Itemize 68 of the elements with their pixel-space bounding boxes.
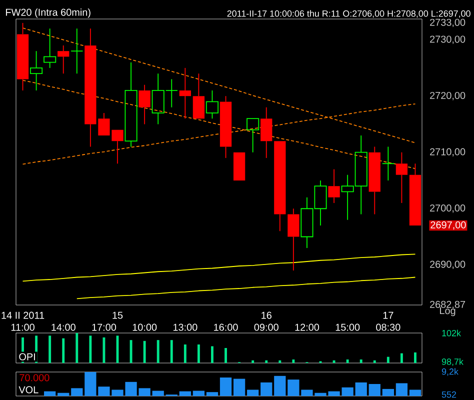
x-tick-label: 14:00 (52, 324, 76, 331)
text: VOL (18, 386, 38, 394)
x-tick-label: 17 08:30 (376, 312, 400, 331)
bar (274, 376, 286, 396)
bar (206, 392, 218, 396)
candlestick (44, 28, 56, 68)
x-tick-label: 16:00 (214, 324, 238, 331)
x-tick-label: 17:00 (92, 324, 116, 331)
bar (247, 390, 259, 396)
bar (368, 384, 380, 396)
y-tick-label: 98,7k (442, 358, 464, 366)
line-series (76, 276, 416, 300)
text: Log (440, 307, 456, 316)
y-tick-label: 102k (442, 330, 461, 336)
candlestick (396, 152, 408, 204)
bar (71, 388, 83, 396)
bar (260, 382, 272, 396)
x-tick-label: 12:00 (295, 324, 320, 331)
candlestick (30, 50, 43, 91)
candlestick (328, 168, 340, 204)
candlestick (58, 44, 70, 74)
x-tick-label: 13:00 (173, 324, 198, 331)
candlestick (288, 208, 300, 271)
y-tick-label: 2682,87 (430, 300, 466, 310)
y-tick-label: 2710,00 (430, 148, 466, 156)
bar (396, 383, 408, 396)
candlestick (16, 22, 29, 91)
candlestick (274, 141, 286, 232)
candlestick (124, 62, 138, 148)
x-tick-label: 14 II 2011 11:00 (2, 312, 44, 331)
candlestick (138, 84, 150, 125)
x-tick-label: 15 (112, 312, 123, 319)
y-tick-label: 2697,00 (430, 221, 466, 230)
y-tick-label: 2720,00 (430, 92, 466, 100)
y-tick-label: 2690,00 (430, 260, 466, 270)
bar (192, 390, 205, 396)
bar (44, 391, 56, 396)
line-series (22, 254, 416, 282)
text: OPI (19, 353, 35, 360)
candlestick (192, 73, 205, 119)
candlestick (70, 28, 84, 74)
bar (152, 390, 164, 396)
candlestick (409, 163, 422, 226)
y-tick-label: 2730,00 (430, 36, 466, 44)
y-tick-label: 9,2k (442, 368, 458, 376)
bar (220, 377, 232, 396)
x-tick-label: 10:00 (132, 324, 157, 331)
x-tick-label: 15:00 (336, 324, 360, 331)
y-tick-label: 2700,00 (430, 204, 466, 213)
y-tick-label: 2733,00 (430, 18, 466, 28)
candlestick (260, 106, 272, 158)
candlestick (382, 146, 394, 181)
bar (409, 390, 422, 396)
bar (179, 391, 191, 396)
y-tick-label: 552 (442, 391, 456, 398)
bar (58, 392, 70, 396)
chart-title: FW20 (Intra 60min) (6, 8, 90, 18)
bar (355, 382, 367, 396)
bar (382, 388, 394, 396)
chart-subtitle: 2011-II-17 10:00:06 thu R:11 O:2706,00 H:2708,00 L:2697,00 (227, 10, 470, 18)
annotation: 70.000 (20, 374, 50, 382)
candlestick (233, 152, 246, 180)
candlestick (368, 146, 380, 215)
bar (342, 387, 354, 396)
candlestick (246, 118, 260, 153)
bar (233, 378, 246, 396)
x-tick-label: 16 09:00 (254, 312, 278, 331)
candlestick (179, 67, 191, 120)
